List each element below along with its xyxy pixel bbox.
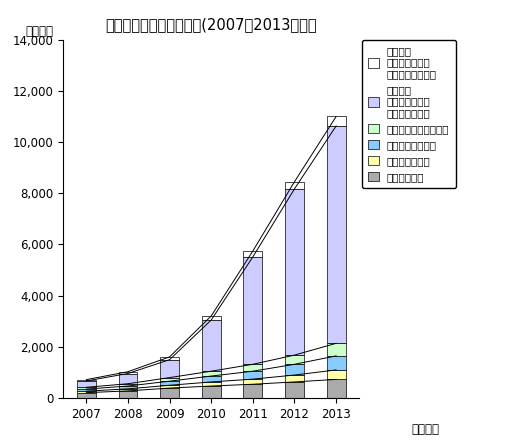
Bar <box>202 320 221 371</box>
Bar <box>77 392 96 398</box>
Bar <box>160 381 179 385</box>
Bar <box>160 388 179 398</box>
Bar <box>243 257 262 364</box>
Bar <box>119 384 137 386</box>
Bar <box>119 373 137 384</box>
Bar <box>77 381 96 387</box>
Bar <box>243 251 262 257</box>
Bar <box>285 375 304 382</box>
Bar <box>202 376 221 382</box>
Bar <box>202 382 221 386</box>
Bar <box>285 182 304 189</box>
Bar <box>202 371 221 376</box>
Legend: 法人独自
ソリューション
端末・システム型, 法人独自
ソリューション
サービス利用型, メールソリューション, セキュリティ対策, モジュール端末, 法人専用: 法人独自 ソリューション 端末・システム型, 法人独自 ソリューション サービス… <box>362 40 456 188</box>
Bar <box>119 391 137 398</box>
Bar <box>119 389 137 391</box>
Bar <box>327 126 345 343</box>
Bar <box>77 391 96 392</box>
Bar <box>160 360 179 377</box>
Title: 法人ソリューション市場(2007〜2013年度）: 法人ソリューション市場(2007〜2013年度） <box>106 17 317 32</box>
Bar <box>285 189 304 355</box>
Bar <box>77 389 96 391</box>
Bar <box>160 385 179 388</box>
Bar <box>327 370 345 379</box>
Bar <box>285 364 304 375</box>
Bar <box>285 382 304 398</box>
Bar <box>119 372 137 373</box>
Bar <box>160 357 179 360</box>
Bar <box>243 379 262 384</box>
Bar <box>77 387 96 389</box>
Bar <box>327 379 345 398</box>
Bar <box>327 356 345 370</box>
Bar <box>327 117 345 126</box>
Bar <box>202 316 221 320</box>
Text: （億円）: （億円） <box>25 26 53 38</box>
Bar <box>327 343 345 356</box>
Bar <box>77 380 96 381</box>
Bar <box>160 377 179 381</box>
Bar <box>243 364 262 371</box>
Bar <box>285 355 304 364</box>
Bar <box>119 386 137 389</box>
Text: （年度）: （年度） <box>412 423 440 436</box>
Bar <box>243 384 262 398</box>
Bar <box>243 371 262 379</box>
Bar <box>202 386 221 398</box>
